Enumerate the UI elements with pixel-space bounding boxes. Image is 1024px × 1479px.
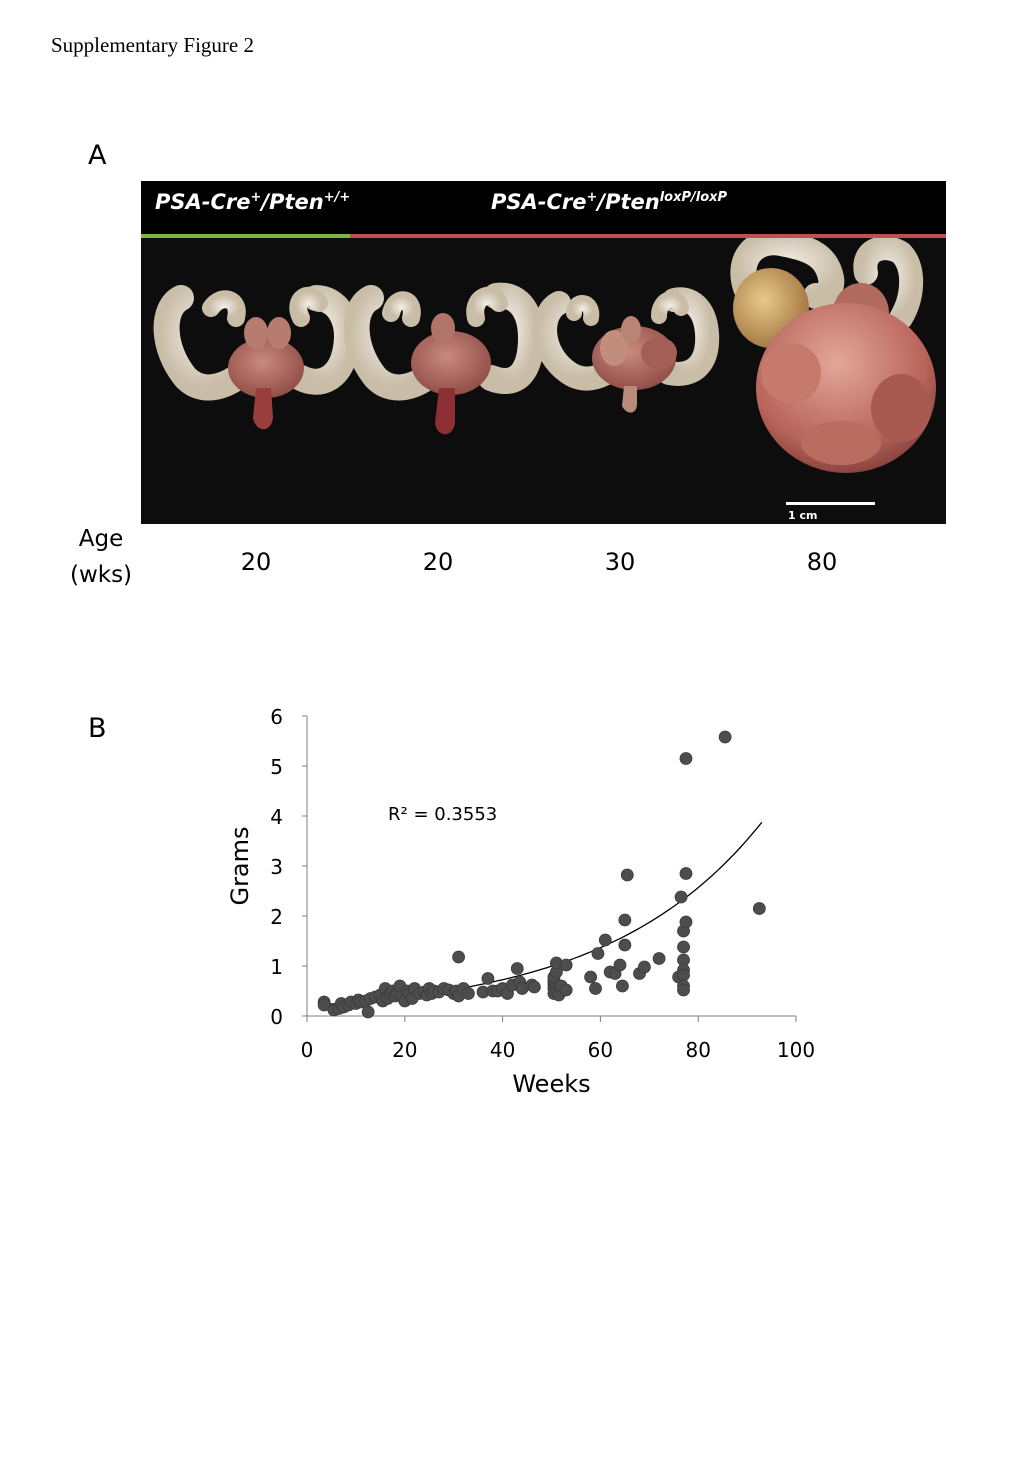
scale-bar-label: 1 cm [788, 509, 817, 522]
data-point [679, 915, 693, 929]
age-value: 80 [806, 548, 838, 576]
specimen-3 [533, 287, 720, 413]
data-point [461, 987, 475, 1000]
y-axis-label: Grams [226, 826, 254, 905]
data-point [618, 913, 632, 927]
x-tick-label: 60 [588, 1038, 613, 1062]
data-point [527, 980, 541, 994]
r-squared-annotation: R² = 0.3553 [388, 804, 497, 825]
data-point [718, 730, 732, 744]
figure-caption: Supplementary Figure 2 [51, 33, 254, 57]
specimen-1 [153, 285, 360, 430]
data-point [559, 958, 573, 972]
genotype-control-label: PSA-Cre+/Pten+/+ [155, 190, 351, 214]
specimen-2 [343, 282, 545, 435]
trendline [321, 821, 763, 1006]
x-tick-label: 80 [685, 1038, 710, 1062]
photo-header: PSA-Cre+/Pten+/+ PSA-Cre+/PtenloxP/loxP [141, 181, 946, 234]
mutant-group-bar [350, 234, 946, 238]
data-point [674, 890, 688, 904]
age-value: 20 [422, 548, 454, 576]
specimen-illustrations: 1 cm [153, 238, 936, 522]
data-point [589, 982, 602, 995]
data-points [317, 730, 766, 1019]
x-tick-label: 0 [301, 1038, 314, 1062]
data-point [677, 968, 690, 982]
data-point [652, 952, 666, 965]
data-point [510, 962, 524, 975]
data-point [591, 947, 605, 960]
data-point [481, 972, 495, 985]
data-point [618, 938, 632, 952]
data-point [677, 983, 690, 997]
data-point [677, 940, 690, 954]
data-point [452, 950, 465, 964]
data-point [679, 867, 693, 880]
x-tick-label: 40 [490, 1038, 515, 1062]
y-tick-label: 5 [270, 755, 283, 779]
data-point [616, 979, 629, 993]
age-axis-label: Age (wks) [69, 526, 133, 588]
x-axis-label: Weeks [512, 1070, 590, 1098]
y-tick-label: 6 [270, 705, 283, 729]
x-tick-label: 20 [392, 1038, 417, 1062]
scale-bar: 1 cm [786, 502, 875, 522]
specimen-photo: PSA-Cre+/Pten+/+ PSA-Cre+/PtenloxP/loxP [141, 181, 946, 524]
data-point [638, 960, 651, 974]
y-tick-label: 2 [270, 905, 283, 929]
y-tick-label: 0 [270, 1005, 283, 1029]
data-point [584, 970, 598, 984]
data-point [559, 983, 573, 997]
control-group-bar [141, 234, 350, 238]
panel-b-letter: B [88, 713, 107, 744]
y-tick-label: 4 [270, 805, 283, 829]
data-point [598, 933, 612, 947]
data-point [613, 958, 627, 972]
data-point [752, 902, 766, 915]
y-tick-label: 1 [270, 955, 283, 979]
x-tick-label: 100 [777, 1038, 815, 1062]
panel-a-letter: A [88, 140, 107, 171]
specimen-4 [730, 238, 936, 473]
age-value: 30 [604, 548, 636, 576]
data-point [620, 868, 634, 882]
y-tick-label: 3 [270, 855, 283, 879]
data-point [679, 752, 693, 765]
data-point [361, 1005, 375, 1019]
genotype-mutant-label: PSA-Cre+/PtenloxP/loxP [491, 190, 728, 214]
age-value: 20 [240, 548, 272, 576]
